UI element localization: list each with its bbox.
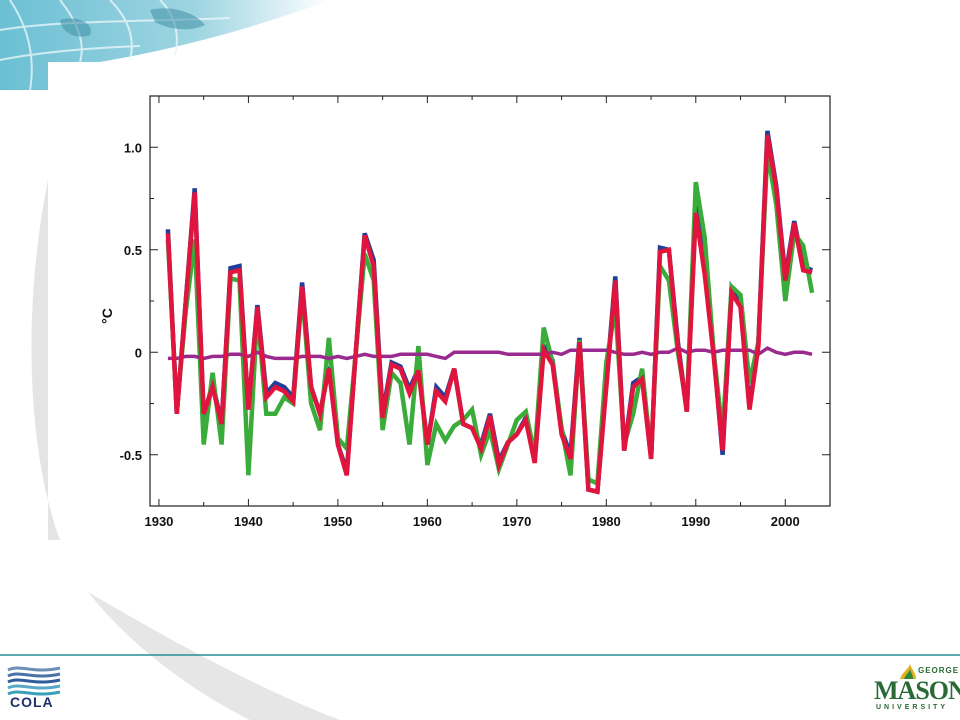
series-line-3 [165, 134, 813, 495]
x-tick-label: 1940 [234, 514, 263, 529]
x-tick-label: 1950 [323, 514, 352, 529]
gray-swoosh-bottom [88, 592, 340, 720]
gmu-flame-icon [900, 664, 916, 679]
y-axis-label: °C [99, 308, 115, 324]
x-tick-label: 1960 [413, 514, 442, 529]
cola-logo-text: COLA [10, 694, 54, 710]
gmu-top-text: GEORGE [918, 666, 960, 675]
series-line-2 [167, 346, 813, 361]
x-axis: 1930 1940 1950 1960 1970 1980 1990 2000 [144, 96, 831, 529]
y-axis: 1.0 0.5 0 -0.5 [120, 95, 830, 507]
y-tick-label: -0.5 [120, 448, 142, 463]
y-tick-label: 0 [135, 345, 142, 360]
x-tick-label: 1980 [592, 514, 621, 529]
gmu-wordmark: MASON [874, 676, 960, 705]
gmu-bottom-text: UNIVERSITY [876, 704, 949, 711]
x-tick-label: 1930 [144, 514, 173, 529]
y-tick-label: 1.0 [124, 140, 142, 155]
gray-swoosh-left [31, 180, 60, 540]
x-tick-label: 1990 [681, 514, 710, 529]
series-line-1 [165, 150, 815, 487]
globe-land-patches [60, 8, 205, 37]
gmu-logo: GEORGE MASON UNIVERSITY [872, 664, 960, 716]
x-tick-label: 2000 [771, 514, 800, 529]
series-lines [165, 130, 815, 495]
y-tick-label: 0.5 [124, 243, 142, 258]
x-tick-label: 1970 [502, 514, 531, 529]
cola-logo: COLA [6, 664, 62, 712]
cola-waves-icon [6, 664, 62, 698]
